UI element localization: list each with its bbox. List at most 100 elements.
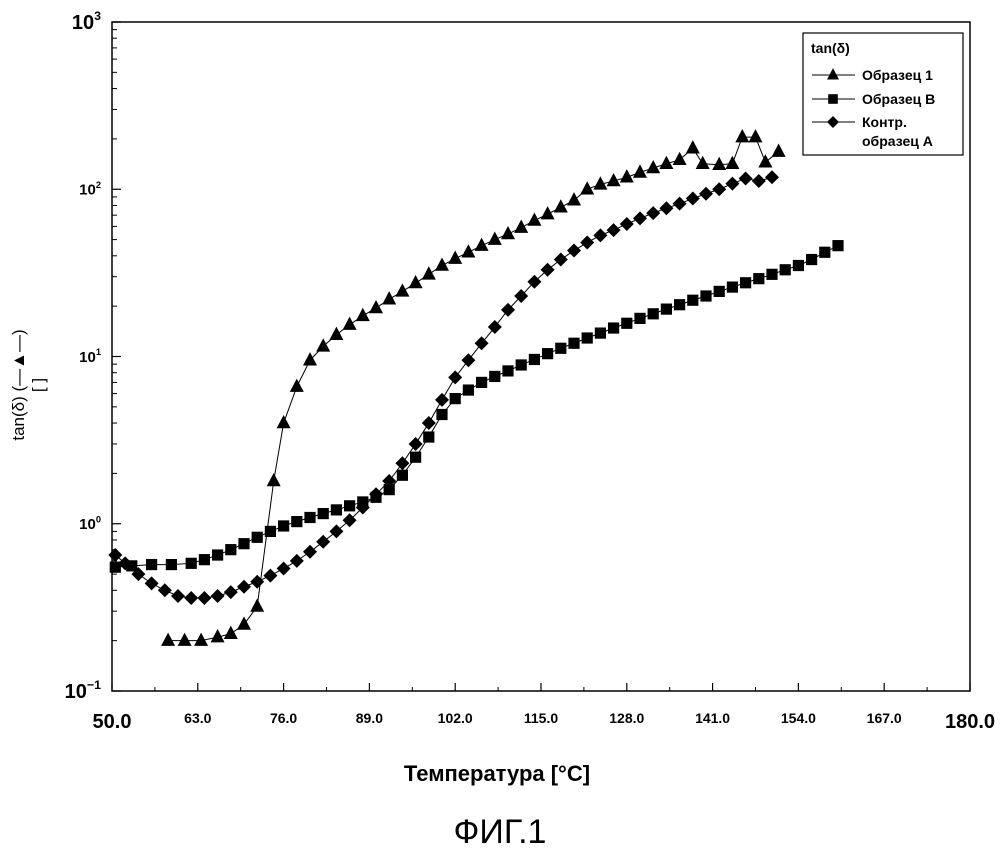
data-point bbox=[290, 379, 304, 392]
data-point bbox=[686, 140, 700, 153]
data-point bbox=[580, 236, 594, 250]
data-point bbox=[727, 281, 738, 292]
data-point bbox=[329, 327, 343, 340]
data-point bbox=[595, 328, 606, 339]
plot-area bbox=[108, 129, 843, 646]
legend-marker bbox=[828, 94, 838, 104]
x-tick-label: 141.0 bbox=[695, 710, 730, 726]
data-point bbox=[555, 343, 566, 354]
series-line bbox=[115, 177, 772, 598]
data-point bbox=[290, 554, 304, 568]
data-point bbox=[488, 320, 502, 334]
y-tick-label: 102 bbox=[79, 180, 101, 199]
data-point bbox=[502, 365, 513, 376]
data-point bbox=[356, 308, 370, 321]
data-point bbox=[277, 562, 291, 576]
data-point bbox=[793, 260, 804, 271]
data-point bbox=[265, 526, 276, 537]
data-point bbox=[409, 275, 423, 288]
data-point bbox=[237, 580, 251, 594]
data-point bbox=[687, 295, 698, 306]
data-point bbox=[343, 317, 357, 330]
x-tick-label: 115.0 bbox=[524, 710, 558, 726]
data-point bbox=[489, 371, 500, 382]
data-point bbox=[529, 354, 540, 365]
series-3 bbox=[108, 170, 779, 605]
data-point bbox=[161, 633, 175, 646]
data-point bbox=[608, 322, 619, 333]
data-point bbox=[527, 212, 541, 225]
data-point bbox=[739, 171, 753, 185]
data-point bbox=[291, 516, 302, 527]
data-point bbox=[278, 520, 289, 531]
data-point bbox=[712, 157, 726, 170]
legend-label: Образец 1 bbox=[862, 67, 933, 83]
data-point bbox=[752, 174, 766, 188]
data-point bbox=[593, 228, 607, 242]
series-2 bbox=[110, 240, 844, 573]
data-point bbox=[686, 192, 700, 206]
data-point bbox=[633, 211, 647, 225]
data-point bbox=[568, 338, 579, 349]
data-point bbox=[166, 559, 177, 570]
y-tick-label: 100 bbox=[79, 514, 101, 533]
x-axis-title: Температура [°C] bbox=[404, 761, 590, 786]
y-axis-title: tan(δ) (—▲—) [ ] bbox=[9, 329, 48, 440]
data-point bbox=[225, 544, 236, 555]
data-point bbox=[448, 370, 462, 384]
data-point bbox=[766, 269, 777, 280]
data-point bbox=[461, 353, 475, 367]
y-tick-label: 10−1 bbox=[65, 678, 101, 703]
data-point bbox=[476, 377, 487, 388]
legend-label: Образец В bbox=[862, 91, 935, 107]
data-point bbox=[436, 409, 447, 420]
data-point bbox=[450, 393, 461, 404]
y-tick-label: 101 bbox=[79, 347, 101, 366]
x-tick-label: 50.0 bbox=[93, 711, 132, 733]
data-point bbox=[475, 238, 489, 251]
data-point bbox=[435, 257, 449, 270]
data-point bbox=[250, 575, 264, 589]
data-point bbox=[740, 277, 751, 288]
data-point bbox=[696, 156, 710, 169]
data-point bbox=[582, 332, 593, 343]
x-tick-label: 128.0 bbox=[609, 710, 644, 726]
data-point bbox=[735, 129, 749, 142]
data-point bbox=[659, 201, 673, 215]
data-point bbox=[699, 187, 713, 201]
data-point bbox=[758, 154, 772, 167]
data-point bbox=[382, 291, 396, 304]
y-axis-title-line-2: [ ] bbox=[29, 378, 48, 392]
data-point bbox=[397, 470, 408, 481]
data-point bbox=[661, 304, 672, 315]
data-point bbox=[714, 286, 725, 297]
data-point bbox=[516, 359, 527, 370]
data-point bbox=[224, 585, 238, 599]
data-point bbox=[316, 338, 330, 351]
data-point bbox=[554, 253, 568, 267]
data-point bbox=[277, 415, 291, 428]
data-point bbox=[461, 244, 475, 257]
data-point bbox=[832, 240, 843, 251]
data-point bbox=[238, 538, 249, 549]
data-point bbox=[303, 352, 317, 365]
data-point bbox=[108, 548, 122, 562]
data-point bbox=[780, 264, 791, 275]
legend: tan(δ) Образец 1Образец ВКонтр.образец А bbox=[803, 33, 963, 155]
data-point bbox=[567, 192, 581, 205]
data-point bbox=[541, 206, 555, 219]
data-point bbox=[673, 152, 687, 165]
data-point bbox=[514, 220, 528, 233]
data-point bbox=[252, 532, 263, 543]
data-point bbox=[448, 251, 462, 264]
data-point bbox=[267, 473, 281, 486]
data-point bbox=[700, 290, 711, 301]
data-point bbox=[318, 508, 329, 519]
data-point bbox=[488, 232, 502, 245]
legend-label: образец А bbox=[862, 133, 933, 149]
data-point bbox=[554, 199, 568, 212]
data-point bbox=[199, 554, 210, 565]
legend-title: tan(δ) bbox=[811, 40, 850, 56]
data-point bbox=[316, 535, 330, 549]
